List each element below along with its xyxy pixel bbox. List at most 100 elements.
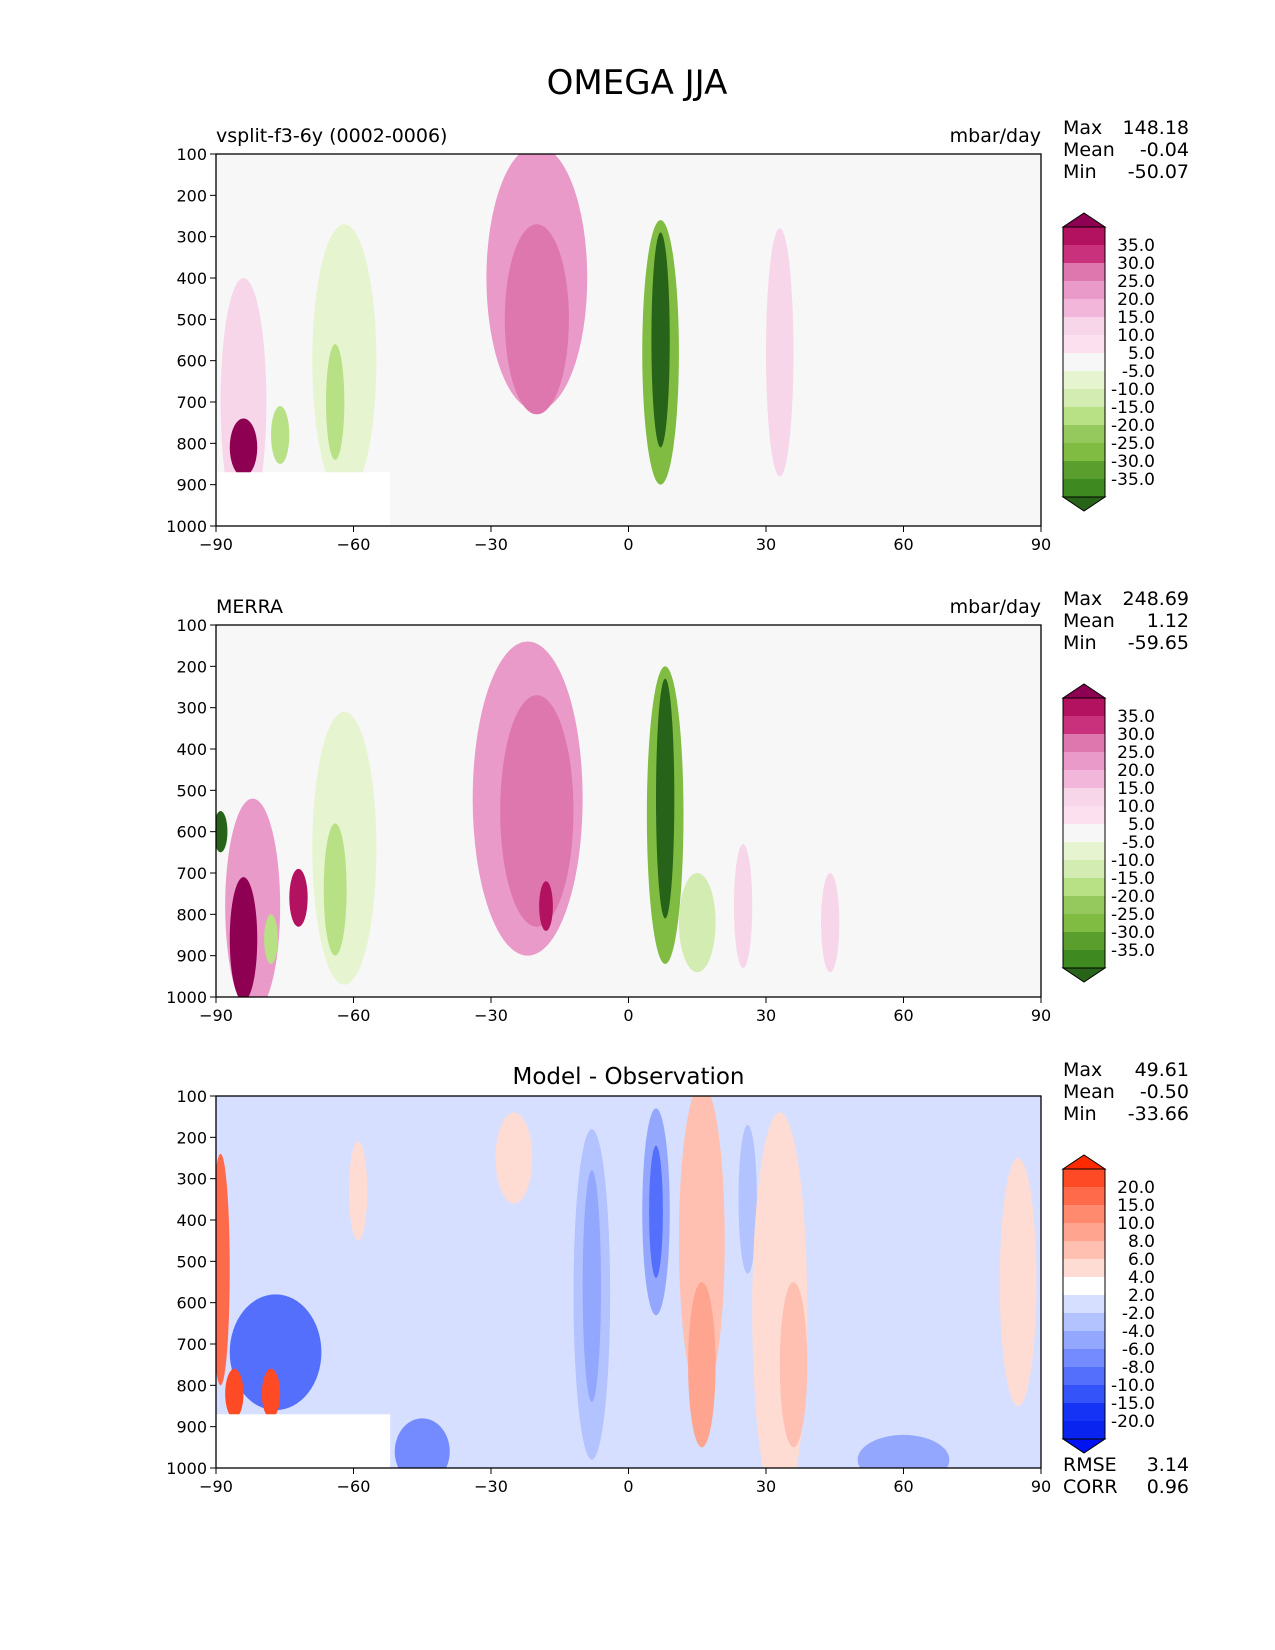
y-tick-label: 900: [176, 947, 207, 966]
colorbar-segment: [1063, 1403, 1105, 1421]
y-tick-label: 700: [176, 1335, 207, 1354]
panel-title-center: Model - Observation: [512, 1064, 744, 1090]
colorbar-segment: [1063, 263, 1105, 281]
contour-feature-5: [326, 344, 345, 460]
colorbar-label: -8.0: [1122, 1358, 1155, 1378]
stat-label: Mean: [1063, 139, 1115, 161]
contour-feature-4: [656, 678, 675, 919]
extra-stat-value: 0.96: [1147, 1476, 1189, 1498]
contour-feature-12: [216, 811, 228, 853]
y-tick-label: 300: [176, 699, 207, 718]
x-tick-label: −30: [474, 1006, 508, 1025]
colorbar-frame: [1062, 1168, 1106, 1440]
colorbar-label: -35.0: [1111, 941, 1155, 961]
colorbar-segment: [1063, 353, 1105, 371]
colorbar-segment: [1063, 479, 1105, 497]
colorbar-segment: [1063, 1385, 1105, 1403]
colorbar-segment: [1063, 734, 1105, 752]
stat-value: -33.66: [1128, 1103, 1189, 1125]
missing-data-region: [216, 472, 391, 526]
y-tick-label: 900: [176, 1418, 207, 1437]
contour-feature-13: [390, 1236, 455, 1468]
colorbar-label: -15.0: [1111, 398, 1155, 418]
colorbar-segment: [1063, 1313, 1105, 1331]
stat-value: 248.69: [1123, 588, 1189, 610]
colorbar-segment: [1063, 752, 1105, 770]
colorbar-label: 10.0: [1117, 326, 1155, 346]
contour-feature-6: [220, 278, 267, 526]
contour-feature-10: [862, 278, 881, 485]
colorbar-label: -30.0: [1111, 923, 1155, 943]
contour-feature-8: [766, 228, 794, 477]
y-tick-label: 200: [176, 1128, 207, 1147]
colorbar-label: 30.0: [1117, 254, 1155, 274]
y-tick-label: 400: [176, 1211, 207, 1230]
contour-feature-7: [229, 418, 258, 477]
extra-stat-label: CORR: [1063, 1476, 1118, 1498]
colorbar-label: -10.0: [1111, 380, 1155, 400]
contour-feature-9: [229, 1294, 322, 1411]
colorbar-label: 6.0: [1128, 1250, 1155, 1270]
stat-value: -0.04: [1140, 139, 1189, 161]
colorbar-segment: [1063, 227, 1105, 245]
colorbar-segment: [1063, 824, 1105, 842]
contour-field: [216, 1096, 1037, 1468]
contour-feature-1: [582, 1170, 601, 1402]
stat-label: Max: [1063, 1059, 1102, 1081]
colorbar-label: -25.0: [1111, 434, 1155, 454]
colorbar-segment: [1063, 371, 1105, 389]
x-tick-label: −30: [474, 1477, 508, 1496]
contour-feature-5: [678, 873, 716, 973]
colorbar-segment: [1063, 425, 1105, 443]
colorbar-segment: [1063, 1187, 1105, 1205]
colorbar-segment: [1063, 317, 1105, 335]
chart-panel-difference: −90 −60 −30 0 30 60 90 100 200 300 400 500 600 700 800…: [166, 1059, 1189, 1498]
y-tick-label: 500: [176, 310, 207, 329]
colorbar-label: 25.0: [1117, 272, 1155, 292]
x-tick-label: 30: [756, 1477, 776, 1496]
colorbar-segment: [1063, 1421, 1105, 1439]
colorbar: 35.030.025.020.015.010.05.0-5.0-10.0-15.…: [1061, 683, 1155, 983]
contour-feature-11: [264, 914, 278, 964]
stat-label: Mean: [1063, 610, 1115, 632]
colorbar-label: 25.0: [1117, 743, 1155, 763]
colorbar-segment: [1063, 716, 1105, 734]
contour-feature-3: [651, 232, 670, 448]
y-tick-label: 100: [176, 1087, 207, 1106]
y-tick-label: 300: [176, 228, 207, 247]
colorbar-label: 15.0: [1117, 1196, 1155, 1216]
x-tick-label: 0: [623, 535, 633, 554]
colorbar-segment: [1063, 281, 1105, 299]
colorbar-label: -30.0: [1111, 452, 1155, 472]
colorbar-label: -20.0: [1111, 887, 1155, 907]
stat-label: Min: [1063, 161, 1097, 183]
stat-label: Max: [1063, 588, 1102, 610]
colorbar-segment: [1063, 299, 1105, 317]
colorbar-label: -35.0: [1111, 470, 1155, 490]
colorbar-segment: [1063, 1259, 1105, 1277]
contour-feature-16: [825, 1323, 936, 1468]
contour-feature-4: [312, 224, 377, 498]
y-tick-label: 400: [176, 740, 207, 759]
colorbar: 20.015.010.08.06.04.02.0-2.0-4.0-6.0-8.0…: [1061, 1154, 1155, 1454]
colorbar-label: -5.0: [1122, 833, 1155, 853]
colorbar-segment: [1063, 335, 1105, 353]
x-tick-label: −60: [337, 1477, 371, 1496]
colorbar-label: 15.0: [1117, 779, 1155, 799]
y-tick-label: 200: [176, 186, 207, 205]
x-tick-label: −90: [199, 535, 233, 554]
colorbar-label: -10.0: [1111, 851, 1155, 871]
contour-feature-10: [289, 868, 308, 927]
colorbar-label: -10.0: [1111, 1376, 1155, 1396]
colorbar-segment: [1063, 914, 1105, 932]
x-tick-label: 90: [1031, 1006, 1051, 1025]
contour-feature-13: [821, 873, 840, 973]
colorbar-segment: [1063, 932, 1105, 950]
panel-units: mbar/day: [950, 596, 1041, 618]
panel-title-left: MERRA: [216, 596, 283, 618]
stat-label: Max: [1063, 117, 1102, 139]
colorbar-label: -15.0: [1111, 869, 1155, 889]
colorbar-label: 5.0: [1128, 815, 1155, 835]
colorbar-segment: [1063, 1367, 1105, 1385]
